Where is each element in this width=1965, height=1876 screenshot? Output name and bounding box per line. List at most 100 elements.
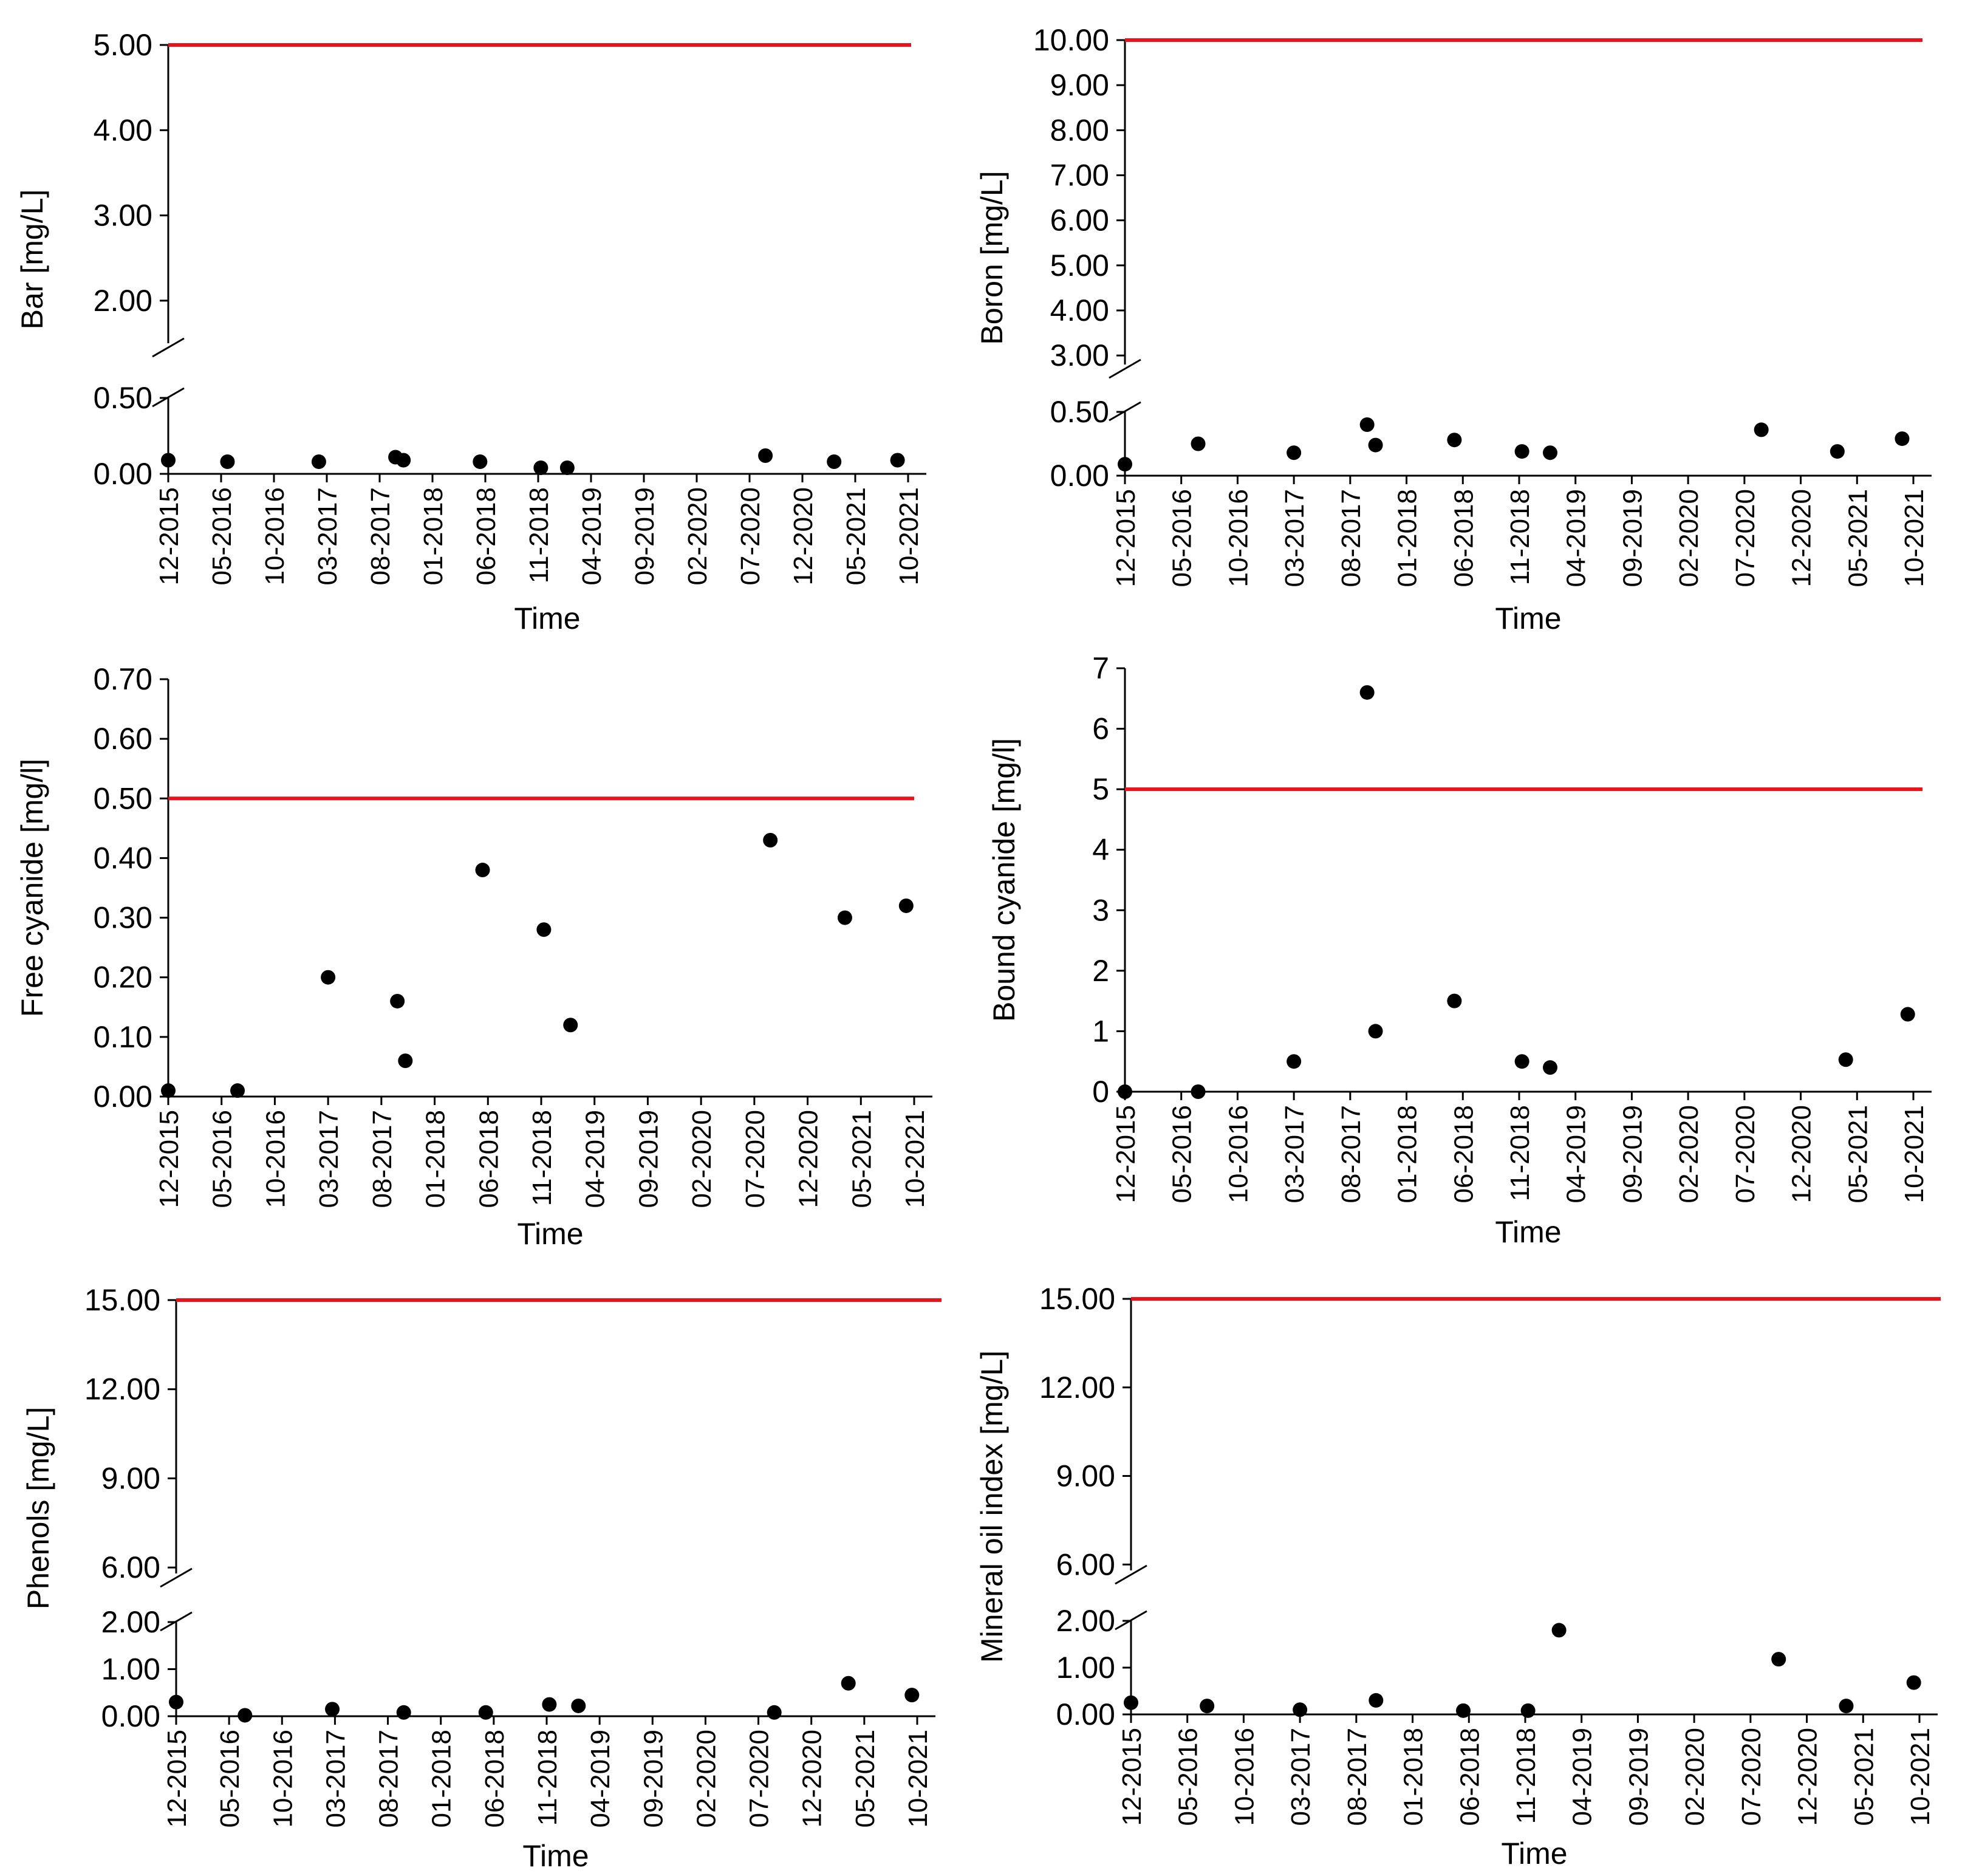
data-point — [230, 1083, 245, 1098]
data-point — [1456, 1703, 1471, 1718]
x-tick-label: 06-2018 — [480, 1730, 510, 1827]
data-point — [1771, 1652, 1786, 1667]
data-point — [161, 1083, 176, 1098]
x-tick-label: 05-2021 — [841, 487, 871, 585]
y-tick-label: 0.10 — [94, 1020, 152, 1054]
x-tick-label: 03-2017 — [321, 1730, 350, 1827]
chart-bar: 0.00 0.50 2.00 3.00 4.00 5.00 12-2015 05-2016 10… — [15, 28, 926, 635]
x-tick-label: 03-2017 — [313, 487, 343, 585]
y-tick-label: 6 — [1092, 712, 1109, 746]
data-point — [1368, 1024, 1383, 1039]
data-point — [1838, 1052, 1853, 1067]
data-point — [1447, 993, 1462, 1008]
data-point — [837, 910, 852, 925]
data-point — [473, 454, 488, 469]
data-point — [396, 1705, 411, 1720]
data-point — [559, 460, 575, 475]
y-tick-label: 5 — [1092, 772, 1109, 806]
y-tick-label: 7 — [1092, 651, 1109, 685]
x-tick-label: 01-2018 — [1393, 1105, 1423, 1203]
data-point — [390, 993, 405, 1008]
data-point — [220, 454, 235, 469]
x-tick-label: 05-2016 — [207, 487, 237, 585]
y-tick-label: 0.20 — [94, 960, 152, 994]
y-tick-label: 5.00 — [94, 28, 152, 62]
data-point — [1287, 445, 1302, 460]
x-tick-label: 05-2016 — [208, 1110, 238, 1208]
data-point — [841, 1676, 856, 1691]
y-tick-label: 0.00 — [1050, 459, 1109, 493]
x-axis-title: Time — [514, 601, 580, 635]
data-point — [475, 863, 490, 878]
data-point — [238, 1708, 253, 1723]
y-tick-label: 12.00 — [84, 1372, 160, 1406]
y-tick-label: 9.00 — [1050, 68, 1109, 102]
y-tick-label: 0 — [1092, 1075, 1109, 1109]
data-point — [1118, 1084, 1132, 1099]
data-point — [1754, 422, 1769, 437]
data-point — [571, 1698, 586, 1713]
data-point — [1520, 1703, 1536, 1718]
x-tick-label: 12-2020 — [1787, 489, 1817, 587]
data-point — [161, 453, 176, 468]
x-tick-label: 02-2020 — [683, 487, 713, 585]
y-tick-label: 6.00 — [1050, 204, 1109, 238]
x-tick-label: 12-2015 — [154, 487, 184, 585]
x-tick-label: 07-2020 — [1737, 1728, 1766, 1826]
data-point — [325, 1702, 340, 1717]
data-point — [563, 1018, 578, 1033]
data-point — [1900, 1007, 1915, 1022]
y-tick-label: 9.00 — [1056, 1459, 1115, 1493]
x-tick-label: 01-2018 — [1399, 1728, 1429, 1826]
data-point — [890, 453, 905, 468]
x-tick-label: 11-2018 — [533, 1730, 562, 1826]
x-axis-title: Time — [1495, 1215, 1561, 1249]
x-tick-label: 04-2019 — [1568, 1728, 1598, 1826]
x-tick-label: 05-2016 — [1167, 1105, 1197, 1203]
x-tick-label: 10-2016 — [1229, 1728, 1259, 1826]
x-tick-label: 12-2020 — [788, 487, 818, 585]
x-tick-label: 04-2019 — [1562, 1105, 1591, 1203]
x-tick-label: 06-2018 — [474, 1110, 504, 1208]
y-axis-title: Free cyanide [mg/l] — [15, 759, 49, 1017]
x-tick-label: 10-2021 — [1905, 1728, 1935, 1826]
y-axis-title: Bound cyanide [mg/l] — [987, 738, 1021, 1022]
y-axis-title: Bar [mg/L] — [15, 190, 49, 330]
y-tick-label: 1 — [1092, 1014, 1109, 1048]
chart-mineral-oil: 0.00 1.00 2.00 6.00 9.00 12.00 15.00 12-2015 05-… — [975, 1282, 1941, 1871]
data-point — [478, 1705, 493, 1720]
data-point — [1906, 1675, 1921, 1690]
data-point — [1293, 1702, 1308, 1717]
data-point — [1542, 445, 1557, 460]
y-tick-label: 0.70 — [94, 662, 152, 696]
y-tick-label: 0.00 — [94, 457, 152, 491]
x-tick-label: 06-2018 — [1449, 1105, 1478, 1203]
data-point — [1368, 437, 1383, 453]
x-tick-label: 02-2020 — [687, 1110, 717, 1208]
y-tick-label: 8.00 — [1050, 113, 1109, 147]
x-axis-title: Time — [1495, 601, 1561, 635]
x-tick-label: 05-2021 — [1849, 1728, 1879, 1826]
data-point — [1359, 417, 1375, 432]
axis-break-mark — [1115, 1564, 1147, 1585]
x-tick-label: 04-2019 — [581, 1110, 610, 1208]
x-tick-label: 11-2018 — [1505, 489, 1535, 585]
data-point — [536, 922, 552, 937]
data-point — [1369, 1693, 1384, 1708]
axis-break-mark — [152, 337, 185, 358]
x-tick-label: 07-2020 — [1731, 1105, 1760, 1203]
data-point — [1895, 431, 1910, 447]
x-tick-label: 12-2015 — [162, 1730, 192, 1827]
data-point — [533, 460, 548, 475]
y-tick-label: 7.00 — [1050, 159, 1109, 193]
x-tick-label: 12-2020 — [794, 1110, 824, 1208]
x-tick-label: 12-2015 — [154, 1110, 184, 1208]
y-tick-label: 4.00 — [1050, 293, 1109, 327]
x-tick-label: 10-2016 — [1223, 1105, 1253, 1203]
x-tick-label: 03-2017 — [314, 1110, 344, 1208]
y-tick-label: 10.00 — [1033, 23, 1109, 57]
x-tick-label: 06-2018 — [471, 487, 501, 585]
data-point — [1191, 1084, 1206, 1099]
x-tick-label: 06-2018 — [1449, 489, 1478, 587]
